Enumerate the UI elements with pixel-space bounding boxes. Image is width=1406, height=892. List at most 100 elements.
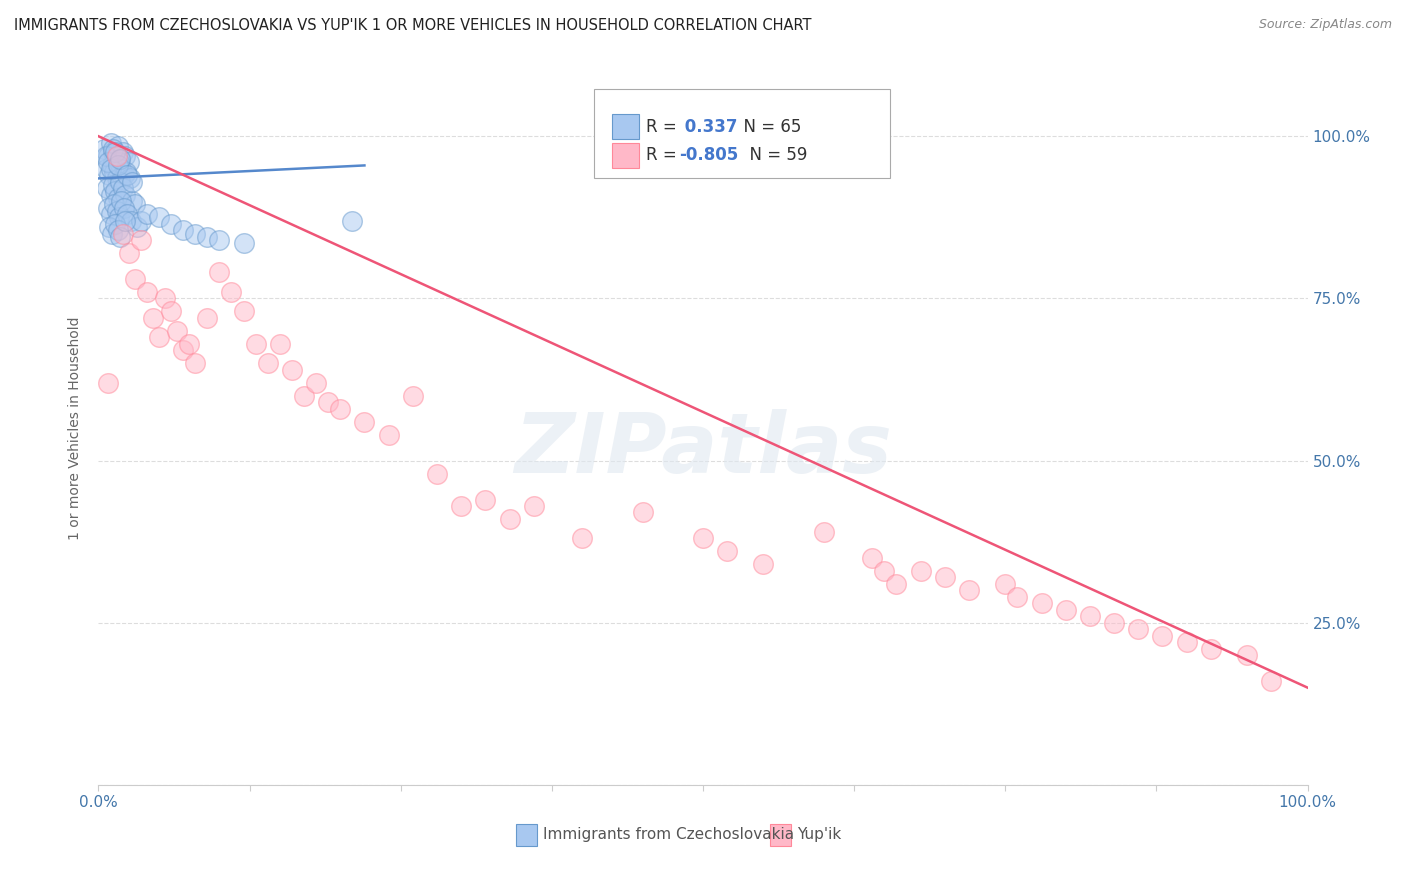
Point <box>124 272 146 286</box>
Point <box>160 217 183 231</box>
FancyBboxPatch shape <box>613 114 638 139</box>
Point <box>135 285 157 299</box>
Point <box>110 194 132 208</box>
Point <box>571 532 593 546</box>
Point <box>105 203 128 218</box>
Point <box>104 217 127 231</box>
Point <box>94 161 117 176</box>
Point <box>104 155 127 169</box>
Point <box>450 499 472 513</box>
Point <box>114 187 136 202</box>
Point <box>1199 641 1222 656</box>
Point <box>121 194 143 208</box>
Point <box>124 197 146 211</box>
Point <box>184 227 207 241</box>
Point <box>114 213 136 227</box>
Point <box>329 401 352 416</box>
Point <box>402 389 425 403</box>
Point <box>292 389 315 403</box>
Text: IMMIGRANTS FROM CZECHOSLOVAKIA VS YUP'IK 1 OR MORE VEHICLES IN HOUSEHOLD CORRELA: IMMIGRANTS FROM CZECHOSLOVAKIA VS YUP'IK… <box>14 18 811 33</box>
Point <box>98 220 121 235</box>
Point <box>100 187 122 202</box>
Point <box>498 512 520 526</box>
Point <box>195 229 218 244</box>
Point <box>232 304 254 318</box>
Text: Source: ZipAtlas.com: Source: ZipAtlas.com <box>1258 18 1392 31</box>
Point <box>910 564 932 578</box>
Point <box>93 142 115 156</box>
Point <box>111 181 134 195</box>
Point <box>148 330 170 344</box>
Point <box>1007 590 1029 604</box>
Point <box>1031 596 1053 610</box>
Point <box>98 168 121 182</box>
Point <box>101 178 124 192</box>
Point <box>886 577 908 591</box>
Point <box>103 165 125 179</box>
Point <box>934 570 956 584</box>
Point <box>108 229 131 244</box>
Point <box>1054 603 1077 617</box>
Point <box>135 207 157 221</box>
Point <box>523 499 546 513</box>
Point <box>117 207 139 221</box>
Point <box>1078 609 1101 624</box>
Point <box>114 149 136 163</box>
Point <box>108 211 131 225</box>
Point <box>115 165 138 179</box>
Point <box>142 310 165 325</box>
Point <box>305 376 328 390</box>
Point <box>100 207 122 221</box>
Point <box>127 220 149 235</box>
Point <box>1175 635 1198 649</box>
Point <box>752 558 775 572</box>
Point <box>994 577 1017 591</box>
Point <box>118 171 141 186</box>
Point <box>107 223 129 237</box>
Point <box>1128 622 1150 636</box>
Point <box>100 161 122 176</box>
Point <box>1236 648 1258 663</box>
Point <box>256 356 278 370</box>
Point <box>245 336 267 351</box>
Point <box>94 149 117 163</box>
Point <box>104 145 127 160</box>
Point <box>232 236 254 251</box>
Point <box>179 336 201 351</box>
Point <box>108 152 131 166</box>
Point <box>108 152 131 166</box>
Point <box>129 233 152 247</box>
Point <box>105 149 128 163</box>
Point <box>121 175 143 189</box>
Point <box>100 227 122 241</box>
Point <box>269 336 291 351</box>
Point <box>107 191 129 205</box>
Point <box>110 161 132 176</box>
Point <box>111 227 134 241</box>
Point <box>813 524 835 539</box>
Point <box>426 467 449 481</box>
Point <box>101 142 124 156</box>
Text: -0.805: -0.805 <box>679 146 738 164</box>
Point <box>208 233 231 247</box>
Point <box>112 201 135 215</box>
Text: 0.337: 0.337 <box>679 118 737 136</box>
Point <box>111 145 134 160</box>
Point <box>97 376 120 390</box>
Point <box>112 168 135 182</box>
Point <box>184 356 207 370</box>
Point <box>107 139 129 153</box>
Point <box>96 181 118 195</box>
FancyBboxPatch shape <box>516 824 537 846</box>
Point <box>148 211 170 225</box>
Text: Immigrants from Czechoslovakia: Immigrants from Czechoslovakia <box>543 828 794 842</box>
Text: R =: R = <box>647 146 682 164</box>
Text: N = 65: N = 65 <box>734 118 801 136</box>
Text: R =: R = <box>647 118 682 136</box>
Point <box>166 324 188 338</box>
Text: N = 59: N = 59 <box>740 146 807 164</box>
Point <box>108 175 131 189</box>
Point <box>117 168 139 182</box>
Point <box>97 149 120 163</box>
Point <box>316 395 339 409</box>
